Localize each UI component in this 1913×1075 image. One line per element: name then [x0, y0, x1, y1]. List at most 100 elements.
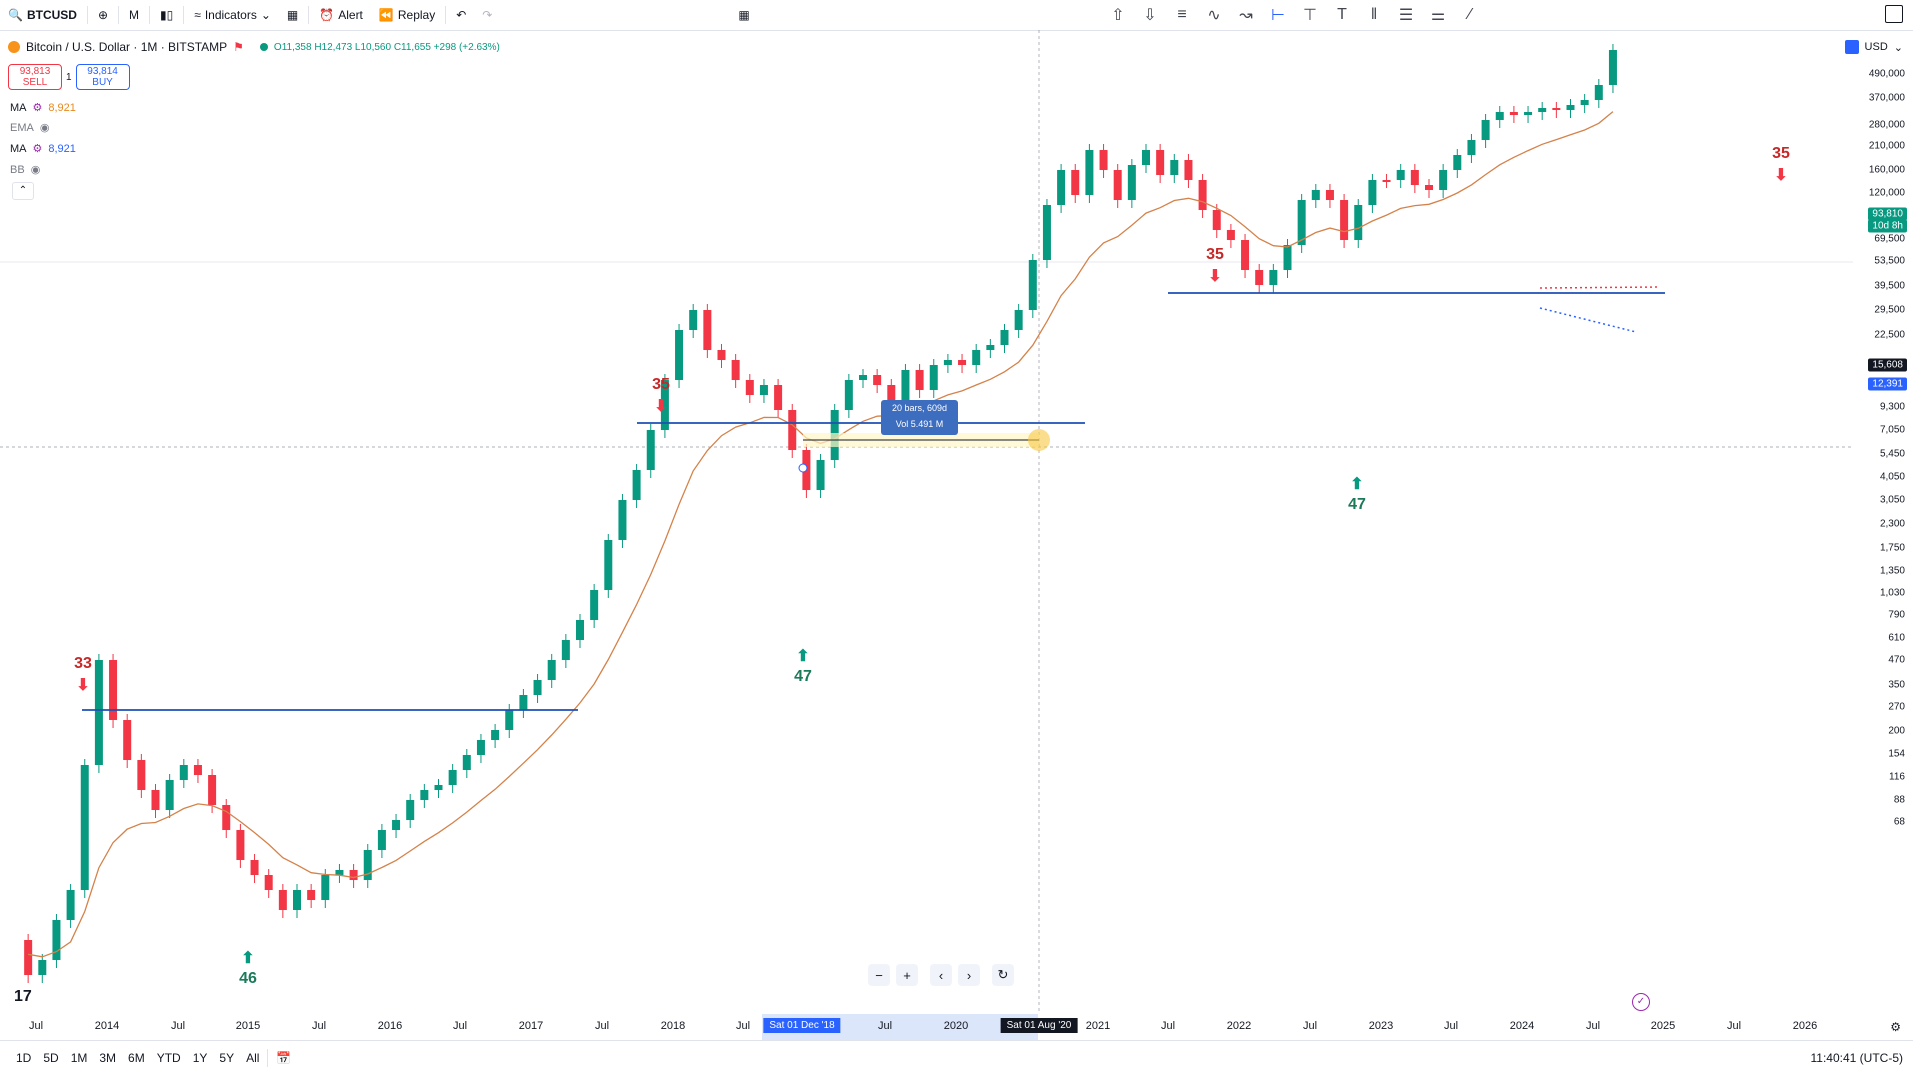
count-label[interactable]: 35: [652, 376, 670, 393]
arrow-up-icon[interactable]: ⬆: [1350, 476, 1364, 493]
arrow-up-icon[interactable]: ⬆: [796, 648, 810, 665]
price-tick-label: 210,000: [1868, 140, 1905, 152]
ohlc-values: O11,358 H12,473 L10,560 C11,655 +298 (+2…: [273, 41, 500, 53]
indicators-label: Indicators: [204, 8, 257, 22]
zoom-in-button[interactable]: +: [896, 964, 918, 986]
horizontal-lines-tool[interactable]: ≡: [1169, 2, 1195, 28]
zoom-out-button[interactable]: −: [868, 964, 890, 986]
candle: [1495, 106, 1504, 128]
arrow-up-tool[interactable]: ⇧: [1105, 2, 1131, 28]
fib-icon: ☰: [1398, 7, 1414, 24]
fib-tool[interactable]: ☰: [1393, 2, 1419, 28]
settings-icon[interactable]: ⚙: [32, 143, 43, 155]
compare-add-button[interactable]: ⊕: [90, 0, 116, 30]
chart-type-button[interactable]: ▮▯: [152, 0, 181, 30]
indicator-ma-1[interactable]: MA ⚙ 8,921: [10, 101, 76, 115]
timeframe-5y[interactable]: 5Y: [219, 1051, 235, 1065]
scroll-right-button[interactable]: ›: [958, 964, 980, 986]
candle: [1127, 159, 1136, 208]
flag-icon[interactable]: ⚑: [233, 40, 244, 54]
tradingview-logo[interactable]: 17: [14, 988, 32, 1005]
settings-icon[interactable]: ⚙: [32, 102, 43, 114]
indicator-ma-2[interactable]: MA ⚙ 8,921: [10, 142, 76, 156]
collapse-legend-button[interactable]: ⌃: [12, 182, 34, 200]
range-handle[interactable]: [798, 463, 808, 473]
candle: [1368, 174, 1377, 213]
arrow-up-icon[interactable]: ⬆: [241, 950, 255, 967]
candle: [1340, 194, 1349, 248]
price-tick-label: 790: [1888, 609, 1905, 621]
axis-settings-icon[interactable]: ⚙: [1890, 1020, 1901, 1034]
currency-label: USD: [1864, 41, 1888, 53]
market-status-icon: [259, 43, 268, 51]
time-axis[interactable]: Jul 2014 Jul 2015 Jul 2016 Jul 2017 Jul 2018 Jul Ju…: [0, 1014, 1860, 1040]
line-tool[interactable]: ∕: [1457, 2, 1483, 28]
undo-button[interactable]: ↶: [448, 0, 474, 30]
settings-tool[interactable]: ⚌: [1425, 2, 1451, 28]
timeframe-3m[interactable]: 3M: [99, 1051, 117, 1065]
time-tick-label: Jul: [594, 1020, 610, 1032]
candle: [859, 369, 867, 388]
trade-quantity[interactable]: 1: [66, 71, 72, 83]
count-label[interactable]: 33: [74, 655, 92, 672]
candle: [1198, 174, 1207, 218]
eye-hidden-icon[interactable]: ◉: [30, 164, 41, 176]
indicator-bb[interactable]: BB ◉: [10, 163, 41, 177]
lock-scale-icon[interactable]: [1844, 40, 1859, 54]
arrow-down-icon[interactable]: ⬇: [654, 398, 668, 415]
layout-button[interactable]: ▦: [730, 0, 757, 30]
time-tick-label: 2016: [377, 1020, 403, 1032]
ma-price-tag: 12,391: [1868, 377, 1907, 391]
timeframe-5d[interactable]: 5D: [43, 1051, 59, 1065]
timeframe-1m[interactable]: 1M: [70, 1051, 88, 1065]
indicators-button[interactable]: ≈ Indicators ⌄: [186, 0, 279, 30]
bars-tool[interactable]: ‖: [1361, 2, 1387, 28]
text-tool[interactable]: T: [1329, 2, 1355, 28]
timeframe-6m[interactable]: 6M: [128, 1051, 145, 1065]
pattern-tool[interactable]: ∿: [1201, 2, 1227, 28]
eye-hidden-icon[interactable]: ◉: [39, 122, 50, 134]
currency-selector[interactable]: USD ⌄: [1844, 40, 1903, 54]
time-tick-label: Jul: [1726, 1020, 1742, 1032]
date-range-tool[interactable]: ⊢: [1265, 2, 1291, 28]
arrow-down-icon[interactable]: ⬇: [1774, 167, 1788, 184]
timeframe-1d[interactable]: 1D: [16, 1051, 32, 1065]
arrow-down-tool[interactable]: ⇩: [1137, 2, 1163, 28]
timeframe-ytd[interactable]: YTD: [156, 1051, 181, 1065]
count-label[interactable]: 35: [1772, 145, 1790, 162]
arrow-down-icon[interactable]: ⬇: [76, 677, 90, 694]
arrow-down-icon[interactable]: ⬇: [1208, 268, 1222, 285]
count-label[interactable]: 47: [1348, 496, 1366, 513]
candle: [1255, 264, 1264, 293]
candle: [1467, 134, 1476, 163]
price-tick-label: 29,500: [1874, 304, 1905, 316]
price-range-tool[interactable]: ⊤: [1297, 2, 1323, 28]
go-to-date-button[interactable]: 📅: [270, 1051, 297, 1065]
trend-tool[interactable]: ↝: [1233, 2, 1259, 28]
count-label[interactable]: 35: [1206, 246, 1224, 263]
candle: [420, 784, 429, 808]
indicator-ema[interactable]: EMA ◉: [10, 121, 50, 135]
buy-button[interactable]: 93,814 BUY: [75, 64, 130, 90]
symbol-search[interactable]: 🔍 BTCUSD: [0, 0, 85, 30]
sell-button[interactable]: 93,813 SELL: [8, 64, 62, 90]
symbol-title[interactable]: Bitcoin / U.S. Dollar · 1M · BITSTAMP: [26, 40, 228, 54]
interval-button[interactable]: M: [121, 0, 147, 30]
fullscreen-button[interactable]: [1885, 5, 1903, 23]
timeframe-all[interactable]: All: [246, 1051, 260, 1065]
candle: [1226, 224, 1235, 248]
lightning-icon[interactable]: ✓: [1632, 993, 1650, 1011]
price-axis[interactable]: 490,000 370,000 280,000 210,000 160,000 120,0…: [1853, 30, 1913, 1020]
alert-button[interactable]: ⏰ Alert: [311, 0, 371, 30]
timeframe-1y[interactable]: 1Y: [192, 1051, 208, 1065]
price-chart[interactable]: [0, 30, 1853, 1014]
reset-chart-button[interactable]: ↻: [992, 964, 1014, 986]
clock[interactable]: 11:40:41 (UTC-5): [1810, 1051, 1903, 1065]
redo-button[interactable]: ↷: [474, 0, 500, 30]
templates-button[interactable]: ▦: [279, 0, 306, 30]
scroll-left-button[interactable]: ‹: [930, 964, 952, 986]
count-label[interactable]: 47: [794, 668, 812, 685]
drawing-toolbar: ⇧ ⇩ ≡ ∿ ↝ ⊢ ⊤ T ‖ ☰ ⚌ ∕: [1105, 0, 1483, 30]
replay-button[interactable]: ⏪ Replay: [371, 0, 443, 30]
count-label[interactable]: 46: [239, 970, 257, 987]
